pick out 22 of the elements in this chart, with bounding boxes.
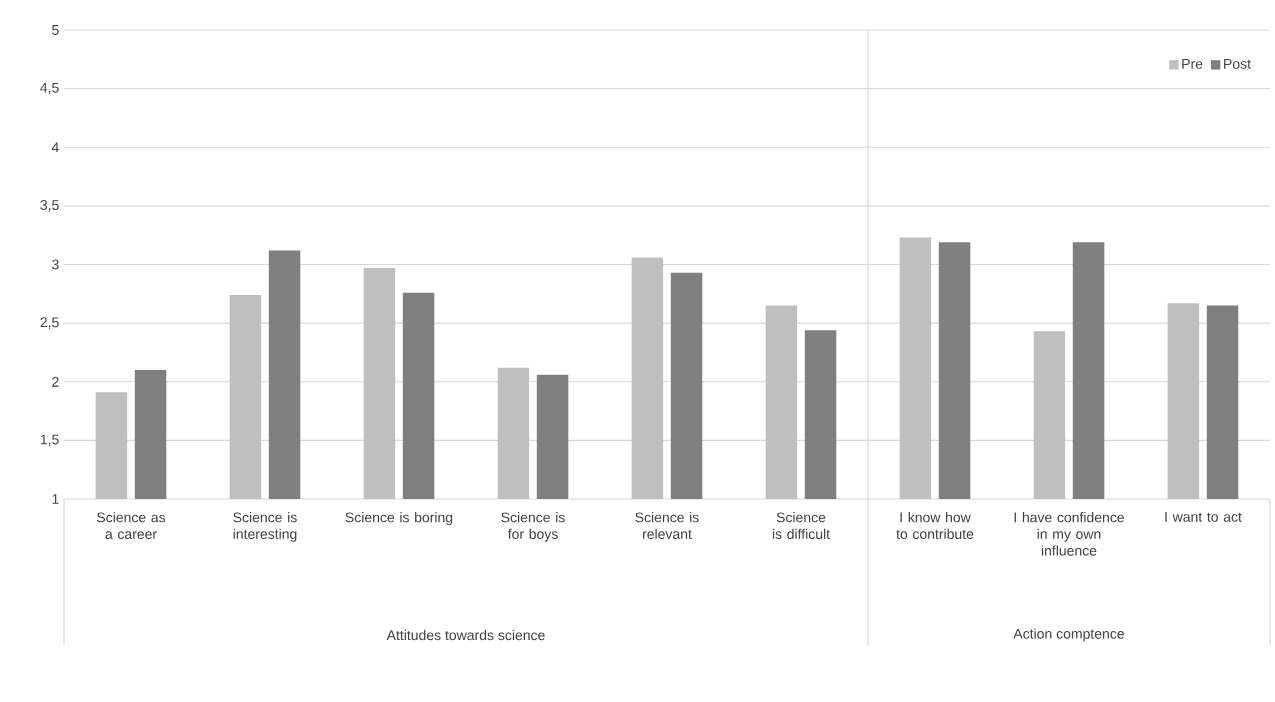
legend-label: Post <box>1224 59 1251 69</box>
y-tick-label: 3,5 <box>40 200 59 212</box>
y-tick-label: 5 <box>52 25 59 35</box>
y-tick-label: 2,5 <box>40 317 59 329</box>
text: Action comptence <box>1013 628 1124 642</box>
x-tick-label: Science is difficult <box>772 512 830 540</box>
y-tick-label: 1,5 <box>40 434 59 447</box>
x-tick-label: Science is for boys <box>501 512 565 542</box>
x-tick-label: Science is boring <box>345 512 453 526</box>
x-tick-label: Science as a career <box>97 512 166 540</box>
legend-label: Pre <box>1182 59 1203 69</box>
text: Attitudes towards science <box>386 629 545 641</box>
y-tick-label: 3 <box>52 259 59 270</box>
x-tick-label: I want to act <box>1165 512 1242 522</box>
y-tick-label: 2 <box>52 376 59 387</box>
x-tick-label: I have confidence in my own influence <box>1014 512 1124 556</box>
x-tick-label: Science is interesting <box>233 512 297 542</box>
x-tick-label: Science is relevant <box>635 512 699 540</box>
x-tick-label: I know how to contribute <box>896 512 974 540</box>
y-tick-label: 4,5 <box>40 82 59 95</box>
y-tick-label: 1 <box>52 494 59 504</box>
y-tick-label: 4 <box>51 142 59 153</box>
